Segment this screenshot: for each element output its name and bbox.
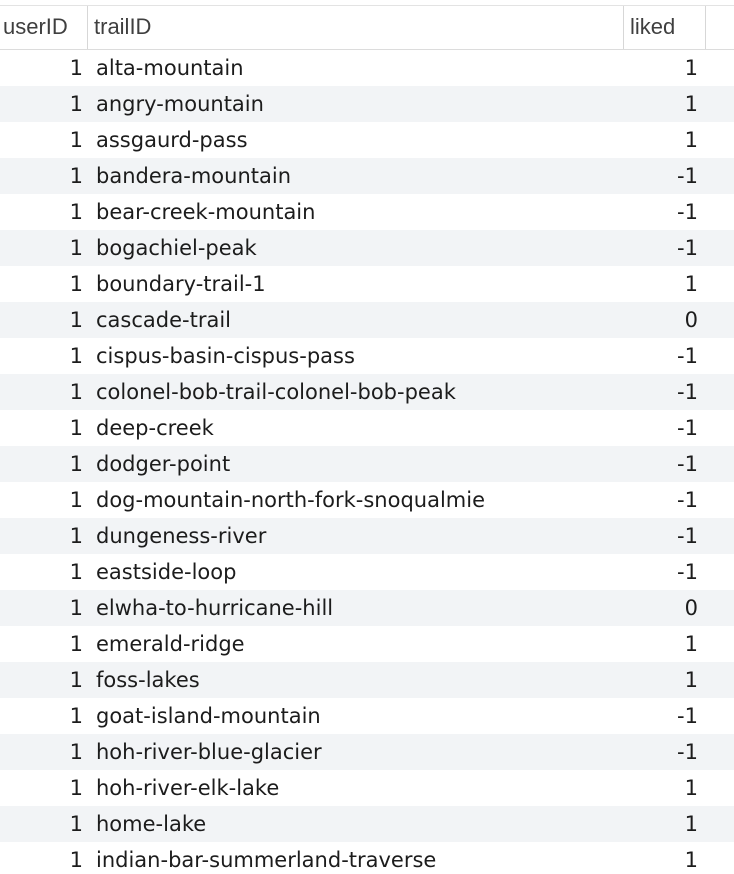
cell-liked[interactable]: 1	[684, 632, 698, 656]
cell-userid[interactable]: 1	[69, 452, 83, 476]
cell-trailid[interactable]: hoh-river-blue-glacier	[96, 740, 322, 764]
table-row[interactable]: 1 cascade-trail 0	[0, 302, 734, 338]
table-row[interactable]: 1 dodger-point -1	[0, 446, 734, 482]
cell-liked[interactable]: -1	[677, 236, 698, 260]
cell-liked[interactable]: 1	[684, 128, 698, 152]
cell-userid[interactable]: 1	[69, 200, 83, 224]
cell-liked[interactable]: -1	[677, 740, 698, 764]
table-body: 1 alta-mountain 1 1 angry-mountain 1 1 assgaurd…	[0, 50, 734, 874]
cell-liked[interactable]: 1	[684, 812, 698, 836]
cell-liked[interactable]: 1	[684, 668, 698, 692]
cell-trailid[interactable]: dog-mountain-north-fork-snoqualmie	[96, 488, 486, 512]
cell-liked[interactable]: 1	[684, 272, 698, 296]
cell-trailid[interactable]: bear-creek-mountain	[96, 200, 316, 224]
cell-userid[interactable]: 1	[69, 164, 83, 188]
table-row[interactable]: 1 hoh-river-elk-lake 1	[0, 770, 734, 806]
cell-trailid[interactable]: home-lake	[96, 812, 207, 836]
cell-userid[interactable]: 1	[69, 848, 83, 872]
cell-trailid[interactable]: cispus-basin-cispus-pass	[96, 344, 355, 368]
cell-liked[interactable]: 1	[684, 848, 698, 872]
cell-userid[interactable]: 1	[69, 668, 83, 692]
column-header-userid[interactable]: userID	[0, 6, 88, 49]
column-header-trailid[interactable]: trailID	[88, 6, 624, 49]
table-row[interactable]: 1 indian-bar-summerland-traverse 1	[0, 842, 734, 874]
cell-trailid[interactable]: boundary-trail-1	[96, 272, 266, 296]
cell-userid[interactable]: 1	[69, 128, 83, 152]
cell-userid[interactable]: 1	[69, 740, 83, 764]
cell-userid[interactable]: 1	[69, 92, 83, 116]
cell-userid[interactable]: 1	[69, 308, 83, 332]
cell-trailid[interactable]: colonel-bob-trail-colonel-bob-peak	[96, 380, 456, 404]
cell-liked[interactable]: -1	[677, 416, 698, 440]
cell-liked[interactable]: 0	[684, 308, 698, 332]
cell-userid[interactable]: 1	[69, 776, 83, 800]
cell-userid[interactable]: 1	[69, 704, 83, 728]
table-row[interactable]: 1 goat-island-mountain -1	[0, 698, 734, 734]
table-row[interactable]: 1 home-lake 1	[0, 806, 734, 842]
cell-userid[interactable]: 1	[69, 596, 83, 620]
table-row[interactable]: 1 foss-lakes 1	[0, 662, 734, 698]
table-row[interactable]: 1 hoh-river-blue-glacier -1	[0, 734, 734, 770]
cell-trailid[interactable]: cascade-trail	[96, 308, 232, 332]
cell-liked[interactable]: -1	[677, 164, 698, 188]
cell-trailid[interactable]: angry-mountain	[96, 92, 264, 116]
cell-trailid[interactable]: dodger-point	[96, 452, 231, 476]
column-header-liked[interactable]: liked	[624, 6, 706, 49]
cell-userid[interactable]: 1	[69, 272, 83, 296]
table-row[interactable]: 1 bandera-mountain -1	[0, 158, 734, 194]
cell-liked[interactable]: -1	[677, 452, 698, 476]
cell-liked[interactable]: -1	[677, 560, 698, 584]
cell-trailid[interactable]: indian-bar-summerland-traverse	[96, 848, 437, 872]
cell-userid[interactable]: 1	[69, 524, 83, 548]
table-row[interactable]: 1 dungeness-river -1	[0, 518, 734, 554]
table-row[interactable]: 1 bear-creek-mountain -1	[0, 194, 734, 230]
cell-liked[interactable]: -1	[677, 488, 698, 512]
cell-trailid[interactable]: hoh-river-elk-lake	[96, 776, 280, 800]
cell-trailid[interactable]: bogachiel-peak	[96, 236, 257, 260]
cell-userid[interactable]: 1	[69, 488, 83, 512]
cell-userid[interactable]: 1	[69, 632, 83, 656]
cell-userid[interactable]: 1	[69, 236, 83, 260]
cell-liked[interactable]: -1	[677, 704, 698, 728]
table-row[interactable]: 1 cispus-basin-cispus-pass -1	[0, 338, 734, 374]
cell-trailid[interactable]: elwha-to-hurricane-hill	[96, 596, 334, 620]
cell-userid[interactable]: 1	[69, 812, 83, 836]
cell-userid[interactable]: 1	[69, 380, 83, 404]
cell-liked[interactable]: 1	[684, 776, 698, 800]
grid-top-border	[0, 0, 734, 6]
cell-liked[interactable]: -1	[677, 380, 698, 404]
cell-userid[interactable]: 1	[69, 560, 83, 584]
cell-trailid[interactable]: goat-island-mountain	[96, 704, 321, 728]
cell-trailid[interactable]: dungeness-river	[96, 524, 267, 548]
table-row[interactable]: 1 alta-mountain 1	[0, 50, 734, 86]
cell-liked[interactable]: 1	[684, 92, 698, 116]
cell-liked[interactable]: -1	[677, 344, 698, 368]
cell-userid[interactable]: 1	[69, 416, 83, 440]
cell-trailid[interactable]: bandera-mountain	[96, 164, 292, 188]
table-row[interactable]: 1 eastside-loop -1	[0, 554, 734, 590]
cell-trailid[interactable]: alta-mountain	[96, 56, 244, 80]
table-row[interactable]: 1 elwha-to-hurricane-hill 0	[0, 590, 734, 626]
cell-trailid[interactable]: emerald-ridge	[96, 632, 245, 656]
table-row[interactable]: 1 deep-creek -1	[0, 410, 734, 446]
table-row[interactable]: 1 dog-mountain-north-fork-snoqualmie -1	[0, 482, 734, 518]
table-row[interactable]: 1 bogachiel-peak -1	[0, 230, 734, 266]
cell-liked[interactable]: 0	[684, 596, 698, 620]
cell-liked[interactable]: -1	[677, 200, 698, 224]
table-row[interactable]: 1 colonel-bob-trail-colonel-bob-peak -1	[0, 374, 734, 410]
cell-trailid[interactable]: assgaurd-pass	[96, 128, 248, 152]
table-row[interactable]: 1 angry-mountain 1	[0, 86, 734, 122]
table-row[interactable]: 1 emerald-ridge 1	[0, 626, 734, 662]
cell-userid[interactable]: 1	[69, 344, 83, 368]
cell-trailid[interactable]: deep-creek	[96, 416, 214, 440]
column-header-row: userID trailID liked	[0, 6, 734, 50]
cell-trailid[interactable]: eastside-loop	[96, 560, 237, 584]
table-row[interactable]: 1 assgaurd-pass 1	[0, 122, 734, 158]
table-row[interactable]: 1 boundary-trail-1 1	[0, 266, 734, 302]
cell-liked[interactable]: -1	[677, 524, 698, 548]
cell-userid[interactable]: 1	[69, 56, 83, 80]
cell-trailid[interactable]: foss-lakes	[96, 668, 200, 692]
cell-liked[interactable]: 1	[684, 56, 698, 80]
